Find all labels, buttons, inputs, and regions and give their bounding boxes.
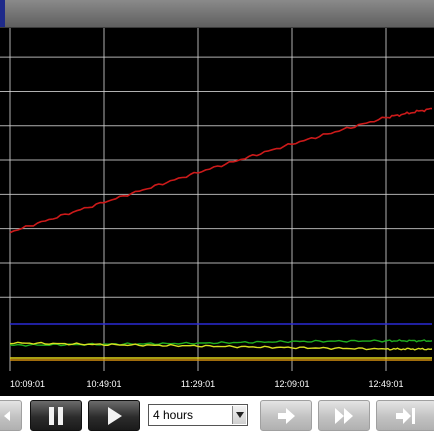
series-line-2 [9,339,433,347]
series-line-3 [9,341,433,351]
title-bar [0,0,434,28]
time-range-select[interactable]: 4 hours [148,404,248,426]
x-axis-band [0,371,434,396]
time-range-value: 4 hours [153,408,194,422]
chart-area: 10:09:01 10:49:01 11:29:01 12:09:01 12:49:01 [0,28,434,396]
chevron-down-icon[interactable] [232,406,246,424]
title-bar-edge [0,0,5,27]
play-button[interactable] [88,400,140,431]
fast-forward-button[interactable] [318,400,370,431]
skip-to-end-button[interactable] [376,400,434,431]
x-tick-label: 12:49:01 [368,379,403,389]
pause-button[interactable] [30,400,82,431]
x-tick-label: 12:09:01 [274,379,309,389]
chart-series [9,107,433,361]
series-line-0 [9,107,432,234]
line-chart: 10:09:01 10:49:01 11:29:01 12:09:01 12:49:01 [0,28,434,396]
step-forward-button[interactable] [260,400,312,431]
chart-grid [0,28,434,371]
rewind-icon [4,410,10,421]
pause-icon [49,406,63,425]
skip-to-end-icon [396,407,415,424]
chart-x-axis: 10:09:01 10:49:01 11:29:01 12:09:01 12:49:01 [0,371,434,396]
fast-forward-icon [335,407,353,424]
x-tick-label: 10:49:01 [86,379,121,389]
x-tick-label: 11:29:01 [181,379,215,389]
arrow-right-icon [278,407,295,424]
rewind-button[interactable] [0,400,22,431]
play-icon [108,406,122,425]
playback-toolbar: 4 hours [0,396,434,436]
x-tick-label: 10:09:01 [10,379,45,389]
